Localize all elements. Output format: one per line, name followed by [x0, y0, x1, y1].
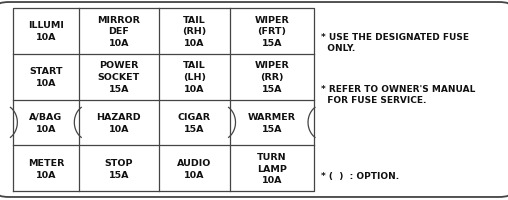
Text: 10A: 10A	[36, 33, 56, 42]
Text: 15A: 15A	[109, 85, 129, 94]
Text: 15A: 15A	[262, 85, 282, 94]
Text: 10A: 10A	[184, 39, 204, 48]
Text: ILLUMI: ILLUMI	[28, 21, 64, 30]
Text: STOP: STOP	[105, 158, 133, 167]
Text: * USE THE DESIGNATED FUSE: * USE THE DESIGNATED FUSE	[321, 33, 469, 41]
Text: * REFER TO OWNER'S MANUAL: * REFER TO OWNER'S MANUAL	[321, 85, 475, 93]
Text: 10A: 10A	[36, 124, 56, 133]
Text: LAMP: LAMP	[257, 164, 287, 173]
Text: (LH): (LH)	[183, 73, 206, 82]
Text: POWER: POWER	[99, 61, 139, 70]
Text: 10A: 10A	[184, 170, 204, 179]
Text: 15A: 15A	[184, 124, 204, 133]
Text: HAZARD: HAZARD	[97, 112, 141, 121]
Text: AUDIO: AUDIO	[177, 158, 211, 167]
Text: CIGAR: CIGAR	[178, 112, 211, 121]
Text: WARMER: WARMER	[248, 112, 296, 121]
Text: 10A: 10A	[262, 176, 282, 185]
Text: SOCKET: SOCKET	[98, 73, 140, 82]
Text: TAIL: TAIL	[183, 15, 206, 24]
Text: 10A: 10A	[109, 39, 129, 48]
Text: 15A: 15A	[109, 170, 129, 179]
Text: START: START	[29, 67, 62, 76]
Text: (FRT): (FRT)	[257, 27, 287, 36]
Text: WIPER: WIPER	[255, 15, 289, 24]
Text: 15A: 15A	[262, 39, 282, 48]
Text: (RH): (RH)	[182, 27, 206, 36]
Text: 10A: 10A	[184, 85, 204, 94]
Text: TAIL: TAIL	[183, 61, 206, 70]
FancyBboxPatch shape	[0, 3, 508, 197]
Text: MIRROR: MIRROR	[98, 15, 140, 24]
Text: 10A: 10A	[36, 170, 56, 179]
Text: A/BAG: A/BAG	[29, 112, 62, 121]
Text: 10A: 10A	[36, 79, 56, 88]
Text: 10A: 10A	[109, 124, 129, 133]
Text: METER: METER	[27, 158, 64, 167]
Text: FOR FUSE SERVICE.: FOR FUSE SERVICE.	[321, 96, 426, 104]
Text: 15A: 15A	[262, 124, 282, 133]
Text: WIPER: WIPER	[255, 61, 289, 70]
Text: DEF: DEF	[108, 27, 130, 36]
Text: ONLY.: ONLY.	[321, 44, 355, 52]
Text: (RR): (RR)	[260, 73, 283, 82]
Text: TURN: TURN	[257, 152, 287, 161]
Text: * (  )  : OPTION.: * ( ) : OPTION.	[321, 172, 399, 180]
